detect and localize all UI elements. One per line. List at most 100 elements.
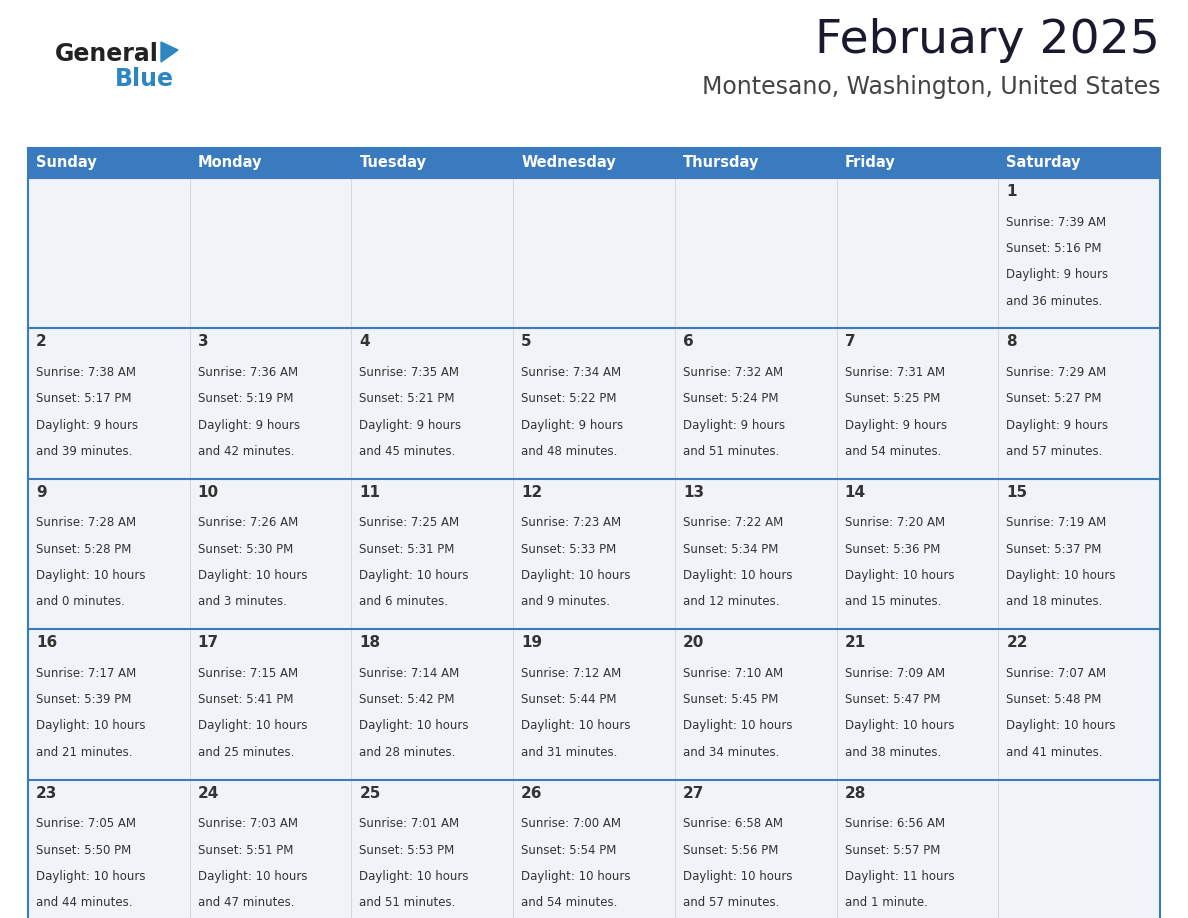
Text: Daylight: 11 hours: Daylight: 11 hours <box>845 870 954 883</box>
Text: Sunset: 5:19 PM: Sunset: 5:19 PM <box>197 392 293 406</box>
Text: Sunset: 5:45 PM: Sunset: 5:45 PM <box>683 693 778 706</box>
Text: Thursday: Thursday <box>683 155 759 171</box>
Text: Sunset: 5:34 PM: Sunset: 5:34 PM <box>683 543 778 555</box>
Text: Sunrise: 7:09 AM: Sunrise: 7:09 AM <box>845 666 944 680</box>
Text: and 3 minutes.: and 3 minutes. <box>197 596 286 609</box>
Text: and 54 minutes.: and 54 minutes. <box>522 896 618 909</box>
Text: Sunset: 5:36 PM: Sunset: 5:36 PM <box>845 543 940 555</box>
Text: 20: 20 <box>683 635 704 650</box>
Text: 26: 26 <box>522 786 543 800</box>
Text: Sunrise: 7:22 AM: Sunrise: 7:22 AM <box>683 517 783 530</box>
Text: Daylight: 9 hours: Daylight: 9 hours <box>522 419 624 431</box>
Text: Sunrise: 7:14 AM: Sunrise: 7:14 AM <box>360 666 460 680</box>
Text: Monday: Monday <box>197 155 263 171</box>
Text: 9: 9 <box>36 485 46 499</box>
Text: and 51 minutes.: and 51 minutes. <box>683 445 779 458</box>
Text: Sunset: 5:27 PM: Sunset: 5:27 PM <box>1006 392 1101 406</box>
Text: 11: 11 <box>360 485 380 499</box>
Text: Sunrise: 7:15 AM: Sunrise: 7:15 AM <box>197 666 298 680</box>
Text: 3: 3 <box>197 334 208 350</box>
Text: Daylight: 9 hours: Daylight: 9 hours <box>1006 268 1108 281</box>
Text: and 9 minutes.: and 9 minutes. <box>522 596 611 609</box>
Text: Daylight: 10 hours: Daylight: 10 hours <box>197 720 308 733</box>
Text: and 34 minutes.: and 34 minutes. <box>683 745 779 759</box>
Text: Sunset: 5:51 PM: Sunset: 5:51 PM <box>197 844 293 856</box>
Text: 21: 21 <box>845 635 866 650</box>
Text: Friday: Friday <box>845 155 896 171</box>
Text: 27: 27 <box>683 786 704 800</box>
Text: Sunrise: 7:35 AM: Sunrise: 7:35 AM <box>360 366 460 379</box>
Text: Sunrise: 7:34 AM: Sunrise: 7:34 AM <box>522 366 621 379</box>
Text: 22: 22 <box>1006 635 1028 650</box>
Text: Daylight: 10 hours: Daylight: 10 hours <box>1006 569 1116 582</box>
Text: Sunrise: 7:29 AM: Sunrise: 7:29 AM <box>1006 366 1106 379</box>
Text: and 12 minutes.: and 12 minutes. <box>683 596 779 609</box>
Text: Sunrise: 7:01 AM: Sunrise: 7:01 AM <box>360 817 460 830</box>
Polygon shape <box>162 42 178 62</box>
Text: Blue: Blue <box>115 67 173 91</box>
Text: Sunrise: 7:36 AM: Sunrise: 7:36 AM <box>197 366 298 379</box>
Text: Sunrise: 7:17 AM: Sunrise: 7:17 AM <box>36 666 137 680</box>
Text: Sunset: 5:25 PM: Sunset: 5:25 PM <box>845 392 940 406</box>
Text: Sunset: 5:24 PM: Sunset: 5:24 PM <box>683 392 778 406</box>
Text: and 15 minutes.: and 15 minutes. <box>845 596 941 609</box>
Text: Daylight: 10 hours: Daylight: 10 hours <box>522 720 631 733</box>
Text: 24: 24 <box>197 786 219 800</box>
Text: Sunset: 5:53 PM: Sunset: 5:53 PM <box>360 844 455 856</box>
Text: Sunrise: 7:20 AM: Sunrise: 7:20 AM <box>845 517 944 530</box>
Text: 23: 23 <box>36 786 57 800</box>
Bar <box>29 329 1159 479</box>
Text: and 51 minutes.: and 51 minutes. <box>360 896 456 909</box>
Text: 1: 1 <box>1006 184 1017 199</box>
Text: Sunset: 5:56 PM: Sunset: 5:56 PM <box>683 844 778 856</box>
Text: and 21 minutes.: and 21 minutes. <box>36 745 133 759</box>
Text: and 28 minutes.: and 28 minutes. <box>360 745 456 759</box>
Text: Sunset: 5:33 PM: Sunset: 5:33 PM <box>522 543 617 555</box>
Text: Daylight: 10 hours: Daylight: 10 hours <box>845 720 954 733</box>
Bar <box>29 479 1159 629</box>
Text: Wednesday: Wednesday <box>522 155 615 171</box>
Text: Tuesday: Tuesday <box>360 155 426 171</box>
Text: Sunset: 5:47 PM: Sunset: 5:47 PM <box>845 693 940 706</box>
Text: 5: 5 <box>522 334 532 350</box>
Text: Daylight: 9 hours: Daylight: 9 hours <box>36 419 138 431</box>
Text: and 39 minutes.: and 39 minutes. <box>36 445 132 458</box>
Text: and 25 minutes.: and 25 minutes. <box>197 745 295 759</box>
Text: 12: 12 <box>522 485 543 499</box>
Text: Daylight: 10 hours: Daylight: 10 hours <box>522 870 631 883</box>
Bar <box>29 629 1159 779</box>
Text: Sunrise: 7:25 AM: Sunrise: 7:25 AM <box>360 517 460 530</box>
Text: Sunset: 5:37 PM: Sunset: 5:37 PM <box>1006 543 1101 555</box>
Text: Sunday: Sunday <box>36 155 96 171</box>
Text: Daylight: 10 hours: Daylight: 10 hours <box>683 870 792 883</box>
Text: Saturday: Saturday <box>1006 155 1081 171</box>
Text: 16: 16 <box>36 635 57 650</box>
Text: 17: 17 <box>197 635 219 650</box>
Text: Sunrise: 7:32 AM: Sunrise: 7:32 AM <box>683 366 783 379</box>
Text: Daylight: 9 hours: Daylight: 9 hours <box>1006 419 1108 431</box>
Text: Sunset: 5:57 PM: Sunset: 5:57 PM <box>845 844 940 856</box>
Text: Daylight: 9 hours: Daylight: 9 hours <box>360 419 462 431</box>
Text: Sunset: 5:22 PM: Sunset: 5:22 PM <box>522 392 617 406</box>
Text: 4: 4 <box>360 334 369 350</box>
Text: Daylight: 10 hours: Daylight: 10 hours <box>36 720 145 733</box>
Text: and 6 minutes.: and 6 minutes. <box>360 596 448 609</box>
Text: Sunset: 5:16 PM: Sunset: 5:16 PM <box>1006 242 1101 255</box>
Text: Daylight: 10 hours: Daylight: 10 hours <box>360 870 469 883</box>
Text: Daylight: 9 hours: Daylight: 9 hours <box>197 419 299 431</box>
Text: Sunset: 5:42 PM: Sunset: 5:42 PM <box>360 693 455 706</box>
Text: Sunrise: 7:38 AM: Sunrise: 7:38 AM <box>36 366 135 379</box>
Text: Sunset: 5:48 PM: Sunset: 5:48 PM <box>1006 693 1101 706</box>
Text: Sunset: 5:44 PM: Sunset: 5:44 PM <box>522 693 617 706</box>
Text: Sunrise: 7:39 AM: Sunrise: 7:39 AM <box>1006 216 1106 229</box>
Text: 10: 10 <box>197 485 219 499</box>
Text: 14: 14 <box>845 485 866 499</box>
Text: Sunrise: 7:12 AM: Sunrise: 7:12 AM <box>522 666 621 680</box>
Text: Montesano, Washington, United States: Montesano, Washington, United States <box>701 75 1159 99</box>
Text: Daylight: 10 hours: Daylight: 10 hours <box>683 569 792 582</box>
Text: 28: 28 <box>845 786 866 800</box>
Text: 18: 18 <box>360 635 380 650</box>
Text: and 57 minutes.: and 57 minutes. <box>683 896 779 909</box>
Text: Sunrise: 7:10 AM: Sunrise: 7:10 AM <box>683 666 783 680</box>
Text: Daylight: 9 hours: Daylight: 9 hours <box>683 419 785 431</box>
